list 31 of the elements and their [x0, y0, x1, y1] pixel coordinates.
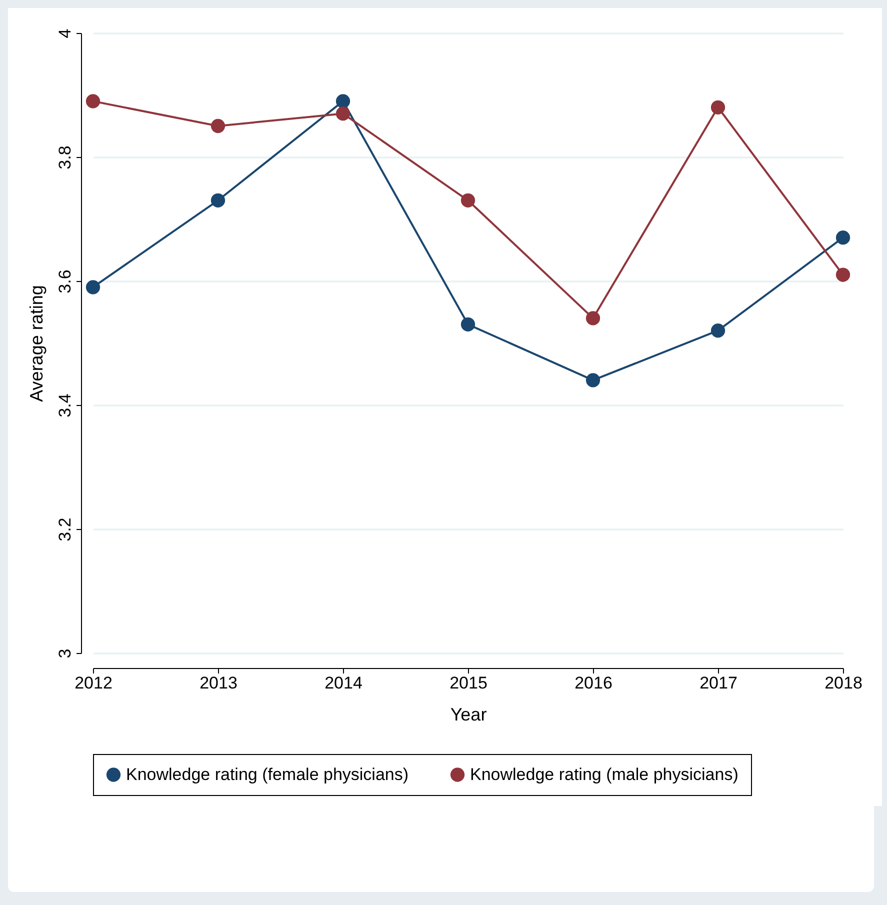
point: [710, 100, 726, 114]
point: [710, 324, 726, 338]
x-tick-label: 2017: [700, 674, 738, 692]
y-axis-title: Average rating: [26, 285, 46, 402]
point: [460, 193, 476, 208]
point: [86, 280, 100, 294]
point: [836, 230, 850, 245]
point: [86, 94, 100, 108]
point: [210, 193, 226, 208]
y-tick-label: 3.8: [56, 146, 74, 170]
x-tick-label: 2015: [450, 674, 488, 692]
point: [460, 317, 476, 332]
x-tick-label: 2014: [324, 674, 362, 692]
y-tick-label: 4: [56, 28, 74, 38]
y-tick-label: 3.6: [56, 270, 74, 294]
x-tick-label: 2012: [74, 674, 112, 692]
y-tick-label: 3.2: [56, 518, 74, 542]
y-tick-label: 3.4: [56, 394, 74, 418]
x-tick-label: 2013: [200, 674, 238, 692]
point: [210, 118, 226, 134]
point: [836, 268, 850, 282]
x-tick-label: 2016: [574, 674, 612, 692]
legend-label: Knowledge rating (male physicians): [470, 764, 738, 784]
point: [586, 311, 600, 326]
point: [336, 94, 350, 108]
y-tick-label: 3: [56, 648, 74, 658]
point: [336, 106, 350, 121]
x-axis-title: Year: [450, 704, 487, 724]
point: [586, 373, 600, 388]
x-tick-label: 2018: [824, 674, 862, 692]
legend-label: Knowledge rating (female physicians): [126, 764, 409, 784]
